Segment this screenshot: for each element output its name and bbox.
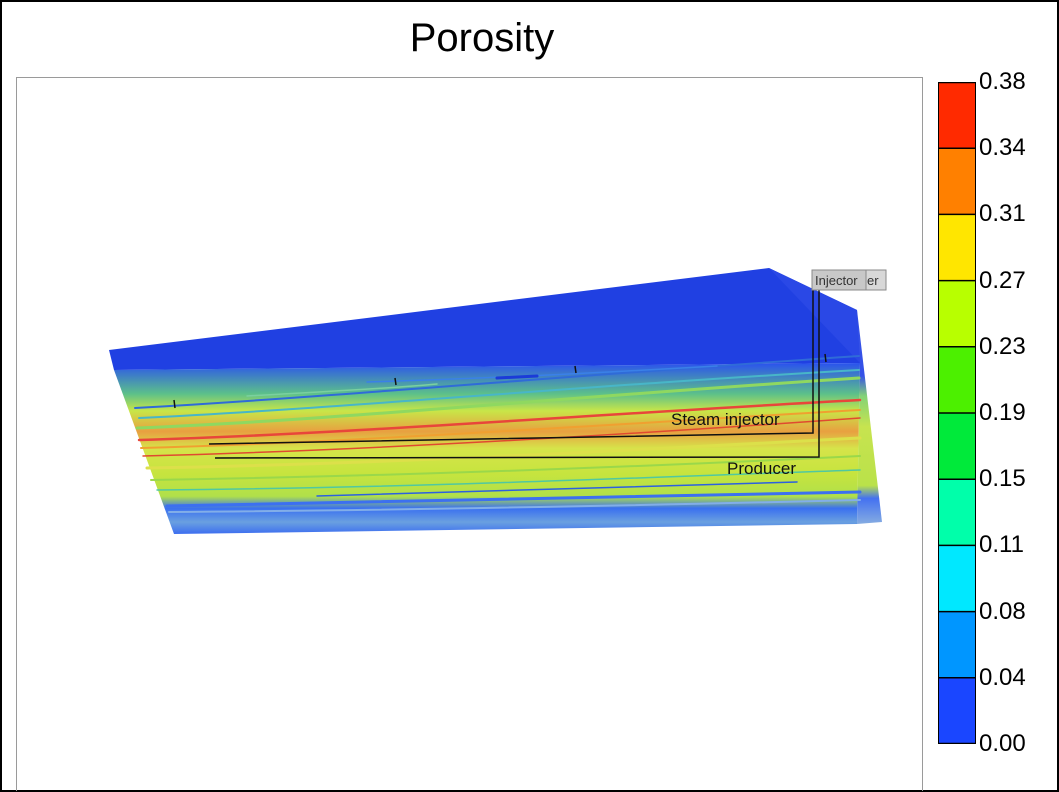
colorbar-band	[938, 346, 976, 414]
colorbar-tick-label: 0.08	[979, 597, 1026, 625]
colorbar-tick-label: 0.27	[979, 266, 1026, 294]
porosity-layer-streaks	[134, 355, 862, 513]
3d-viewport[interactable]: Injector er Steam injector Producer	[16, 77, 923, 791]
colorbar-band	[938, 677, 976, 744]
figure-title: Porosity	[409, 16, 555, 60]
steam-injector-well	[208, 283, 814, 445]
colorbar-band	[938, 148, 976, 215]
well-trajectories	[173, 283, 827, 459]
colorbar-tick-label: 0.38	[979, 68, 1026, 95]
reservoir-top-face	[109, 268, 860, 370]
colorbar-band	[938, 82, 976, 149]
colorbar-tick-label: 0.15	[979, 465, 1026, 493]
colorbar-band	[938, 545, 976, 613]
colorbar-band	[938, 214, 976, 282]
injector-well-tag[interactable]: Injector er	[811, 269, 887, 291]
reservoir-right-face	[769, 268, 882, 524]
colorbar-tick-label: 0.34	[979, 134, 1026, 162]
colorbar-band	[938, 479, 976, 546]
producer-label: Producer	[727, 459, 796, 478]
reservoir-front-face	[114, 363, 860, 534]
colorbar-tick-label: 0.31	[979, 200, 1026, 228]
colorbar-tick-label: 0.00	[979, 730, 1026, 757]
colorbar-band	[938, 280, 976, 348]
colorbar-tick-label: 0.11	[979, 531, 1024, 559]
injector-tag-suffix: er	[867, 273, 879, 288]
porosity-colorbar	[938, 82, 976, 744]
colorbar-tick-label: 0.23	[979, 332, 1026, 360]
injector-tag-label: Injector	[815, 273, 858, 288]
reservoir-scene: Injector er Steam injector Producer	[109, 268, 887, 534]
colorbar-band	[938, 611, 976, 679]
colorbar-band	[938, 413, 976, 480]
producer-well	[214, 283, 820, 459]
colorbar-tick-label: 0.04	[979, 663, 1026, 691]
colorbar-tick-label: 0.19	[979, 399, 1026, 426]
steam-injector-label: Steam injector	[671, 410, 780, 429]
